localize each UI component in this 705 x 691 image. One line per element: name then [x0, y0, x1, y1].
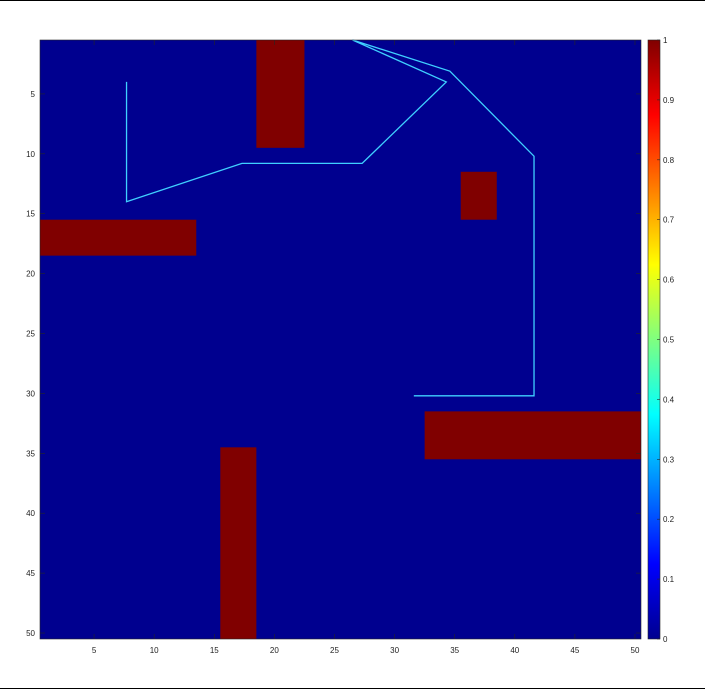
obstacle-block-3: [40, 219, 197, 256]
y-tick-label: 50: [26, 629, 35, 638]
y-tick-label: 35: [26, 449, 35, 458]
colorbar-tick-label: 0: [663, 635, 668, 644]
obstacle-block-5: [220, 447, 257, 639]
top-border: [0, 0, 705, 1]
colorbar-tick-label: 0.7: [663, 216, 675, 225]
plot-area: [40, 40, 641, 639]
axes-frame: [39, 39, 642, 640]
y-tick-label: 40: [26, 509, 35, 518]
colorbar-tick-label: 0.8: [663, 156, 675, 165]
colorbar-tick-label: 0.6: [663, 276, 675, 285]
bottom-border: [0, 688, 705, 689]
x-tick-label: 35: [450, 646, 459, 655]
colorbar-tick-label: 0.4: [663, 395, 675, 404]
obstacle-block-4: [424, 411, 641, 460]
colorbar-tick-label: 1: [663, 36, 668, 45]
obstacle-block-1: [256, 40, 305, 148]
obstacle-layer: [40, 40, 641, 639]
colorbar-tick-label: 0.5: [663, 336, 675, 345]
colorbar-tick-label: 0.1: [663, 575, 675, 584]
y-tick-label: 45: [26, 569, 35, 578]
x-tick-label: 50: [631, 646, 640, 655]
y-tick-label: 5: [31, 90, 36, 99]
y-tick-label: 25: [26, 330, 35, 339]
path-layer: [125, 39, 535, 397]
obstacle-block-2: [460, 171, 497, 220]
x-tick-label: 15: [210, 646, 219, 655]
x-tick-label: 40: [510, 646, 519, 655]
y-tick-label: 30: [26, 389, 35, 398]
x-tick-label: 25: [330, 646, 339, 655]
x-tick-label: 30: [390, 646, 399, 655]
colorbar-tick-label: 0.2: [663, 515, 675, 524]
colorbar-tick-label: 0.9: [663, 96, 675, 105]
colorbar: 0 0.1 0.2 0.3 0.4 0.5 0.6 0.7 0.8 0.9 1: [647, 36, 675, 644]
x-tick-label: 5: [92, 646, 97, 655]
heatmap-background: [40, 40, 641, 639]
y-tick-label: 20: [26, 270, 35, 279]
x-tick-label: 20: [270, 646, 279, 655]
path-line-1: [125, 39, 535, 397]
y-tick-label: 15: [26, 210, 35, 219]
x-tick-label: 10: [150, 646, 159, 655]
y-tick-label: 10: [26, 150, 35, 159]
colorbar-tick-label: 0.3: [663, 455, 675, 464]
axes: 5 10 15 20 25 30 35 40 45 50 5 10 15 20 25 30 35 40 45 50: [26, 39, 642, 655]
x-tick-label: 45: [570, 646, 579, 655]
